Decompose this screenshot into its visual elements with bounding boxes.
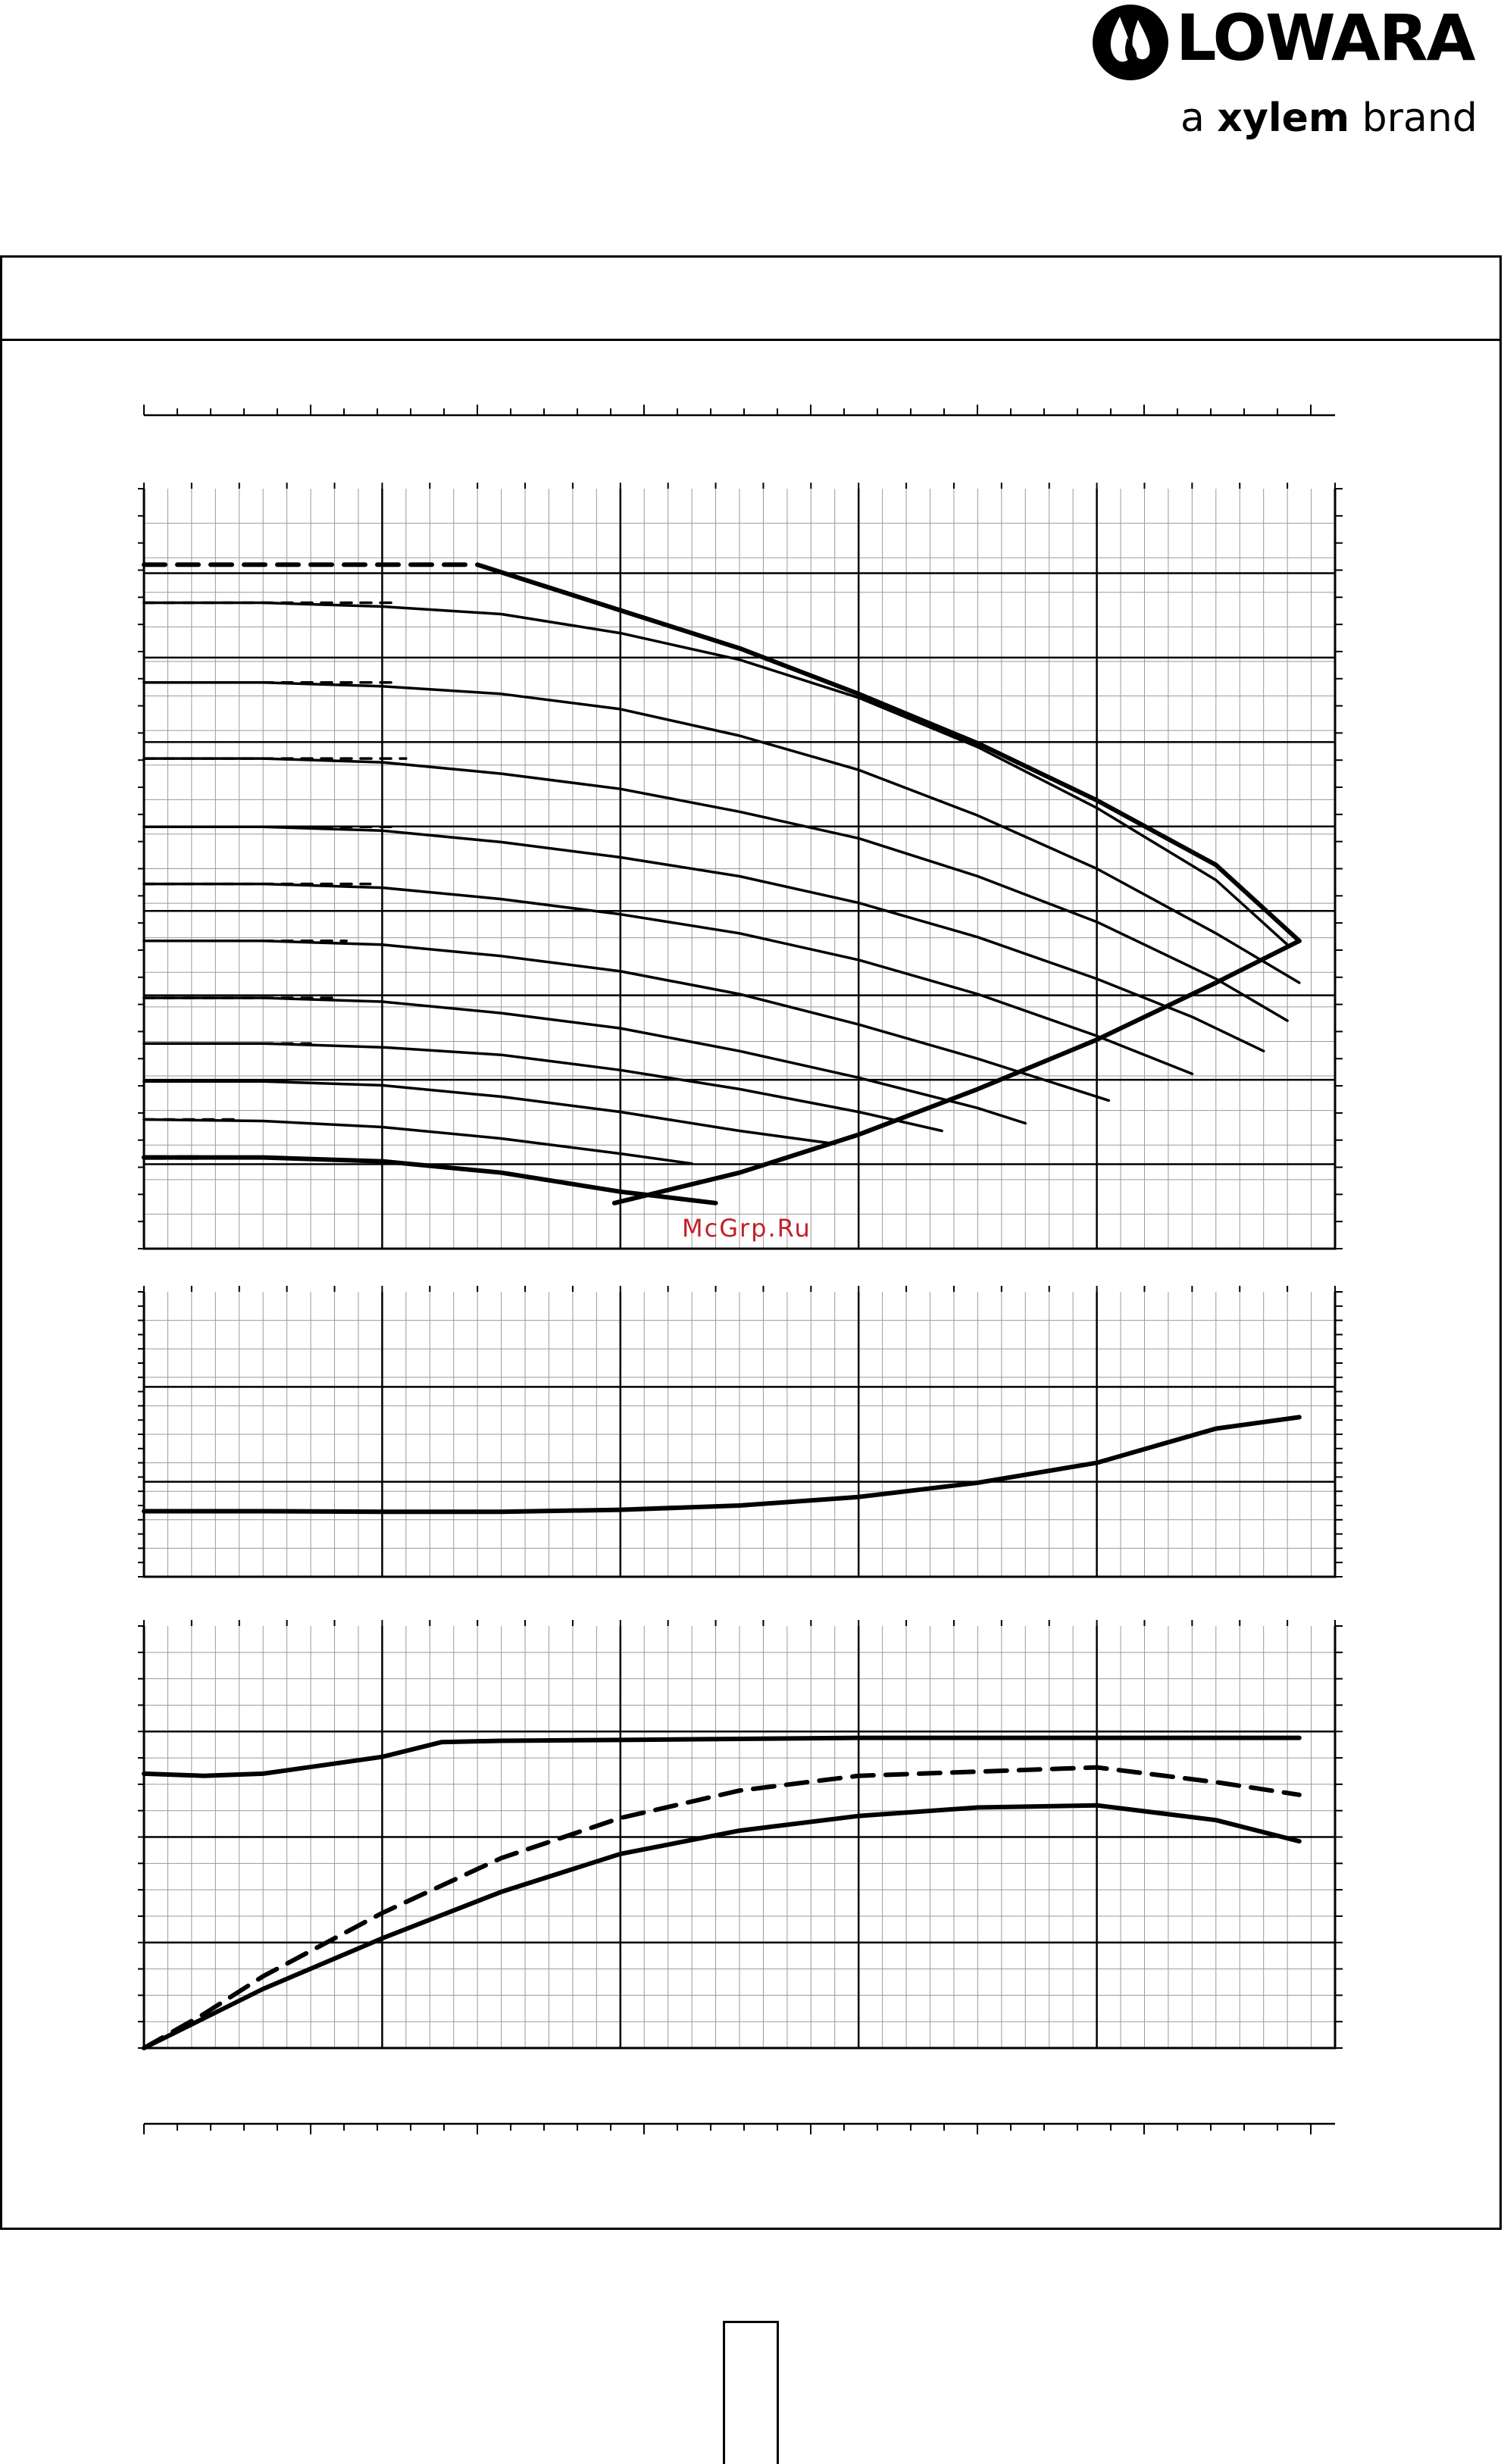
- plot-frame: [142, 489, 1337, 1250]
- plot-frame: [142, 1626, 1337, 2050]
- plot-frame: [142, 1292, 1337, 1578]
- grid: [138, 1620, 1343, 2049]
- series-16-line: [142, 757, 1289, 1022]
- series-18-line: [142, 681, 1301, 984]
- brand-tagline-prefix: a: [1180, 95, 1205, 141]
- water-drop-logo-icon: [1093, 5, 1168, 80]
- page-number-box: [723, 2321, 779, 2464]
- brand-block: LOWARA a xylem brand: [1091, 0, 1504, 167]
- watermark: McGrp.Ru: [682, 1214, 811, 1243]
- power-efficiency-chart: [138, 1620, 1343, 2050]
- brand-tagline-suffix: brand: [1362, 95, 1477, 141]
- bottom-secondary-axis: [143, 2122, 1335, 2134]
- brand-name: LOWARA: [1176, 1, 1476, 75]
- brand-tagline: a xylem brand: [1180, 95, 1477, 141]
- grid: [138, 483, 1343, 1249]
- series-6-line: [142, 1042, 943, 1133]
- series-1-line: [142, 1765, 1302, 2050]
- series-0-line: [142, 1415, 1302, 1515]
- brand-tagline-bold: xylem: [1217, 95, 1350, 141]
- series-0-line: [142, 1155, 718, 1205]
- series-22-line: [475, 562, 1302, 943]
- npsh-chart: [138, 1286, 1343, 1578]
- series-4-line: [142, 1080, 836, 1146]
- series-2-line: [142, 1118, 693, 1165]
- series-12-line: [142, 882, 1194, 1076]
- series-20-line: [142, 601, 1289, 946]
- series-10-line: [142, 940, 1111, 1102]
- series-24-line: [611, 938, 1302, 1205]
- frame-header-band: [2, 258, 1499, 341]
- grid: [138, 1286, 1343, 1578]
- series-0-line: [142, 1735, 1302, 1778]
- top-secondary-axis: [143, 405, 1335, 417]
- datasheet-frame: [0, 255, 1502, 2230]
- head-curves-chart: [138, 483, 1343, 1250]
- series-8-line: [142, 996, 1027, 1125]
- series-14-line: [142, 825, 1265, 1052]
- series-2-line: [142, 1803, 1302, 2050]
